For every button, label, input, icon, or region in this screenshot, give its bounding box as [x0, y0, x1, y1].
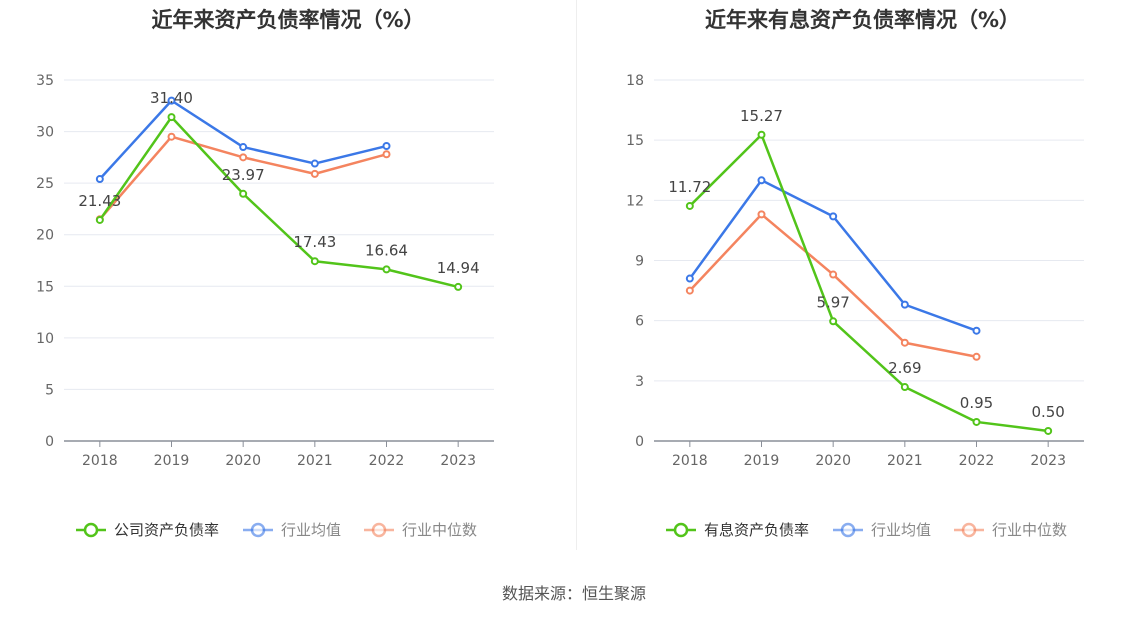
data-label: 16.64	[365, 241, 408, 259]
x-tick-label: 2021	[297, 453, 333, 469]
legend-marker	[250, 522, 266, 538]
x-tick-label: 2020	[815, 453, 851, 469]
data-point	[685, 274, 694, 283]
chart-panel-interest-debt-ratio: 近年来有息资产负债率情况（%） 0 3 6 9 12 15 18 2018 2019 2020 20…	[577, 0, 1148, 560]
data-point	[95, 215, 104, 224]
data-point	[972, 417, 981, 426]
legend-marker	[83, 522, 99, 538]
data-point	[382, 142, 391, 151]
x-tick-label: 2019	[154, 453, 190, 469]
chart-title: 近年来资产负债率情况（%）	[151, 8, 425, 32]
data-label: 17.43	[293, 233, 336, 251]
data-point	[454, 282, 463, 291]
data-point	[95, 175, 104, 184]
data-label: 2.69	[888, 359, 921, 377]
data-point	[310, 159, 319, 168]
series-line	[98, 115, 459, 289]
data-label: 15.27	[740, 107, 783, 125]
y-tick-label: 15	[626, 133, 644, 149]
data-point	[757, 130, 766, 139]
data-label: 23.97	[222, 166, 265, 184]
x-tick-label: 2020	[225, 453, 261, 469]
legend-marker	[840, 522, 856, 538]
legend-item: 行业均值	[833, 521, 931, 539]
data-point	[829, 317, 838, 326]
chart-title: 近年来有息资产负债率情况（%）	[704, 8, 1021, 32]
y-tick-label: 12	[626, 193, 644, 209]
y-tick-label: 20	[36, 228, 54, 244]
line-chart-debt-ratio: 0 5 10 15 20 25 30 35 2018 2019 2020 2021 2022 2023 21…	[36, 73, 494, 539]
data-label: 14.94	[437, 259, 480, 277]
y-tick-label: 35	[36, 73, 54, 89]
x-tick-label: 2018	[672, 453, 708, 469]
data-label: 5.97	[816, 293, 849, 311]
legend-label: 行业中位数	[992, 521, 1067, 539]
data-point	[829, 270, 838, 279]
data-point	[310, 169, 319, 178]
data-point	[239, 189, 248, 198]
data-point	[239, 153, 248, 162]
data-point	[382, 150, 391, 159]
y-tick-label: 0	[45, 434, 54, 450]
y-tick-label: 25	[36, 176, 54, 192]
data-point	[972, 326, 981, 335]
data-point	[685, 286, 694, 295]
legend-item: 公司资产负债率	[76, 521, 219, 539]
x-tick-label: 2021	[887, 453, 923, 469]
series-line	[688, 133, 1049, 433]
data-point	[829, 212, 838, 221]
y-tick-label: 10	[36, 331, 54, 347]
data-point	[757, 210, 766, 219]
y-tick-label: 30	[36, 125, 54, 141]
data-label: 21.43	[78, 192, 121, 210]
data-point	[1044, 426, 1053, 435]
data-label: 11.72	[668, 178, 711, 196]
data-label: 0.50	[1031, 403, 1064, 421]
x-tick-label: 2023	[1030, 453, 1066, 469]
legend-marker	[371, 522, 387, 538]
data-point	[167, 113, 176, 122]
legend-label: 公司资产负债率	[114, 521, 219, 539]
legend-item: 行业均值	[243, 521, 341, 539]
x-tick-label: 2023	[440, 453, 476, 469]
data-point	[685, 201, 694, 210]
legend-item: 有息资产负债率	[666, 521, 809, 539]
data-point	[757, 176, 766, 185]
data-point	[239, 143, 248, 152]
y-tick-label: 0	[635, 434, 644, 450]
x-tick-label: 2018	[82, 453, 118, 469]
y-tick-label: 9	[635, 254, 644, 270]
data-point	[900, 383, 909, 392]
x-tick-label: 2019	[744, 453, 780, 469]
legend-item: 行业中位数	[364, 521, 477, 539]
data-point	[972, 352, 981, 361]
legend-label: 行业均值	[281, 521, 341, 539]
data-point	[382, 265, 391, 274]
x-tick-label: 2022	[369, 453, 405, 469]
x-tick-label: 2022	[959, 453, 995, 469]
legend-label: 行业均值	[871, 521, 931, 539]
data-point	[900, 300, 909, 309]
data-point	[900, 338, 909, 347]
legend-label: 行业中位数	[402, 521, 477, 539]
data-point	[310, 257, 319, 266]
data-label: 0.95	[960, 394, 993, 412]
data-point	[167, 132, 176, 141]
line-chart-interest-debt-ratio: 0 3 6 9 12 15 18 2018 2019 2020 2021 2022 2023 11.72 1…	[626, 73, 1084, 539]
y-tick-label: 6	[635, 314, 644, 330]
data-point	[167, 96, 176, 105]
legend-item: 行业中位数	[954, 521, 1067, 539]
data-source-note: 数据来源：恒生聚源	[501, 584, 646, 603]
legend-marker	[673, 522, 689, 538]
y-tick-label: 3	[635, 374, 644, 390]
legend-label: 有息资产负债率	[704, 521, 809, 539]
y-tick-label: 5	[45, 382, 54, 398]
chart-panel-debt-ratio: 近年来资产负债率情况（%） 0 5 10 15 20 25 30 35 2018 2019 2020…	[0, 0, 576, 560]
data-label: 31.40	[150, 89, 193, 107]
y-tick-label: 15	[36, 279, 54, 295]
series-line	[688, 213, 977, 358]
legend-marker	[961, 522, 977, 538]
y-tick-label: 18	[626, 73, 644, 89]
panel-divider	[576, 0, 577, 550]
